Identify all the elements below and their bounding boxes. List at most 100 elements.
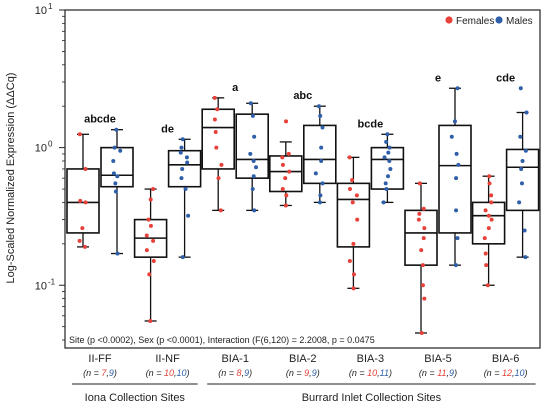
male-data-point [115, 251, 120, 256]
male-data-point [252, 208, 257, 213]
iqr-box [66, 168, 100, 234]
female-data-point [421, 236, 426, 241]
iqr-box [100, 146, 134, 188]
female-data-point [347, 259, 352, 264]
female-data-point [151, 187, 156, 192]
female-data-point [417, 211, 422, 216]
female-data-point [283, 176, 288, 181]
male-data-point [523, 148, 528, 153]
female-data-point [354, 193, 359, 198]
male-box [302, 104, 337, 205]
female-data-point [218, 208, 223, 213]
male-data-point [317, 200, 322, 205]
female-data-point [485, 283, 490, 288]
n-male: 9 [244, 368, 249, 378]
female-data-point [212, 95, 217, 100]
n-male: 10 [514, 368, 524, 378]
y-axis-label: Log-Scaled Normalized Expression (ΔΔCq) [5, 73, 17, 284]
female-data-point [213, 129, 218, 134]
legend: Females Males [445, 16, 533, 27]
female-data-point [77, 238, 82, 243]
male-data-point [112, 145, 117, 150]
female-box [133, 187, 168, 323]
female-data-point [482, 236, 487, 241]
male-data-point [455, 86, 460, 91]
n-female: 11 [437, 368, 446, 378]
male-data-point [186, 213, 191, 218]
male-box [100, 127, 134, 256]
x-tick-label: BIA-5 [424, 353, 452, 365]
significance-letter: cde [496, 72, 515, 84]
male-data-point [524, 110, 529, 115]
plot-frame [64, 9, 541, 349]
female-data-point [284, 119, 289, 124]
male-data-point [251, 158, 256, 163]
female-data-point [214, 145, 219, 150]
male-data-point [385, 132, 390, 137]
male-data-point [381, 200, 386, 205]
n-prefix: (n = [419, 368, 437, 378]
n-female: 12 [502, 368, 512, 378]
n-separator: , [242, 368, 245, 378]
n-female: 8 [237, 368, 242, 378]
female-data-point [420, 283, 425, 288]
female-box [336, 155, 371, 291]
n-separator: , [512, 368, 515, 378]
male-data-point [455, 236, 460, 241]
iqr-box [268, 155, 303, 193]
male-data-point [520, 158, 525, 163]
female-data-point [151, 259, 156, 264]
female-box [471, 174, 506, 288]
n-female: 10 [164, 368, 174, 378]
female-box [201, 95, 235, 213]
male-data-point [456, 162, 461, 167]
x-tick-label: BIA-2 [289, 353, 317, 365]
male-data-point [316, 104, 321, 109]
female-data-point [151, 238, 156, 243]
male-data-point [183, 187, 188, 192]
male-data-point [518, 86, 523, 91]
female-data-point [286, 151, 291, 156]
female-data-point [484, 263, 489, 268]
male-data-point [387, 158, 392, 163]
male-data-point [386, 150, 391, 155]
female-data-point [483, 251, 488, 256]
female-data-point [215, 107, 220, 112]
male-data-point [517, 200, 522, 205]
iqr-box [505, 148, 540, 212]
male-box [505, 86, 540, 260]
male-data-point [454, 151, 459, 156]
y-tick-exponent: -1 [48, 277, 56, 286]
male-box [235, 101, 269, 213]
female-data-point [489, 200, 494, 205]
iqr-box [167, 149, 202, 188]
x-axis-labels: II-FF(n = 7,9)II-NF(n = 10,10)BIA-1(n = … [83, 353, 527, 378]
n-suffix: ) [453, 368, 457, 378]
legend-female-label: Females [456, 16, 494, 27]
male-data-point [318, 113, 323, 118]
male-data-point [251, 174, 256, 179]
male-data-point [252, 134, 257, 139]
x-tick-label: BIA-1 [221, 353, 249, 365]
female-data-point [351, 272, 356, 277]
female-data-point [351, 241, 356, 246]
x-tick-label: II-FF [88, 353, 111, 365]
male-box [370, 132, 405, 205]
male-data-point [250, 113, 255, 118]
y-tick-label: 10 [35, 280, 47, 292]
y-tick-label: 10 [35, 5, 47, 17]
sample-size-label: (n = 11,9) [419, 368, 457, 378]
site-group-BIA-3: bcde [336, 118, 405, 291]
sample-size-label: (n = 7,9) [83, 368, 117, 378]
female-data-point [83, 166, 88, 171]
male-data-point [113, 189, 118, 194]
female-box [404, 181, 438, 335]
n-male: 11 [380, 368, 389, 378]
significance-letter: e [435, 72, 441, 84]
iqr-box [438, 124, 472, 234]
male-data-point [522, 228, 527, 233]
n-suffix: ) [113, 368, 117, 378]
male-data-point [118, 148, 123, 153]
male-data-point [518, 134, 523, 139]
male-data-point [454, 176, 459, 181]
